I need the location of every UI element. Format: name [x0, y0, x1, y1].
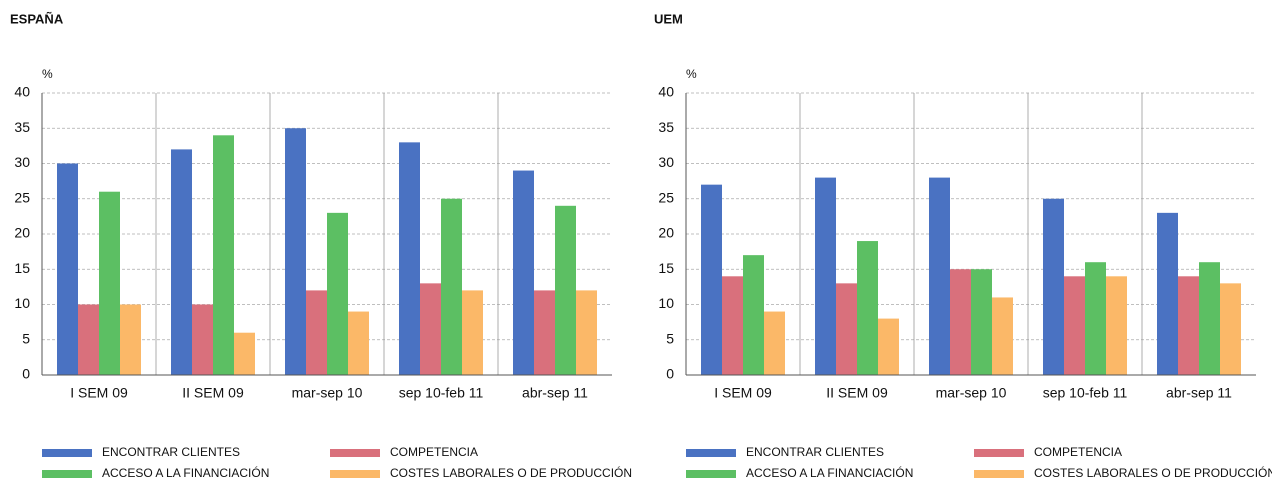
y-tick-label: 35 — [14, 119, 30, 135]
bar — [78, 304, 99, 375]
x-tick-label: sep 10-feb 11 — [1043, 385, 1128, 401]
x-tick-label: I SEM 09 — [714, 385, 772, 401]
bar — [534, 290, 555, 375]
legend-label: COMPETENCIA — [1034, 445, 1122, 459]
bar — [285, 128, 306, 375]
y-tick-label: 5 — [666, 330, 674, 346]
chart-title: ESPAÑA — [10, 11, 64, 26]
legend-label: ACCESO A LA FINANCIACIÓN — [746, 465, 913, 480]
legend-swatch — [974, 449, 1024, 457]
bar — [1199, 262, 1220, 375]
bar — [555, 205, 576, 375]
legend-swatch — [42, 470, 92, 478]
bar — [1085, 262, 1106, 375]
legend-label: COSTES LABORALES O DE PRODUCCIÓN — [390, 465, 632, 480]
x-tick-label: II SEM 09 — [182, 385, 244, 401]
legend-label: COMPETENCIA — [390, 445, 478, 459]
bar — [1157, 212, 1178, 375]
y-tick-label: 35 — [658, 119, 674, 135]
bar — [171, 149, 192, 375]
bar — [99, 191, 120, 375]
bar — [513, 170, 534, 375]
bar — [348, 311, 369, 375]
legend-swatch — [974, 470, 1024, 478]
bar — [992, 297, 1013, 375]
x-tick-label: abr-sep 11 — [1166, 385, 1232, 401]
bar — [1064, 276, 1085, 375]
legend-label: ENCONTRAR CLIENTES — [746, 445, 884, 459]
bar — [836, 283, 857, 375]
bar — [1220, 283, 1241, 375]
legend-swatch — [686, 470, 736, 478]
y-unit: % — [42, 67, 53, 81]
legend-label: ENCONTRAR CLIENTES — [102, 445, 240, 459]
bar — [722, 276, 743, 375]
legend-label: ACCESO A LA FINANCIACIÓN — [102, 465, 269, 480]
y-tick-label: 10 — [658, 295, 674, 311]
y-tick-label: 10 — [14, 295, 30, 311]
bar — [441, 198, 462, 375]
bar — [743, 255, 764, 375]
x-tick-label: abr-sep 11 — [522, 385, 588, 401]
x-tick-label: mar-sep 10 — [936, 385, 1007, 401]
bar — [192, 304, 213, 375]
bar — [764, 311, 785, 375]
bar — [878, 318, 899, 375]
legend-swatch — [686, 449, 736, 457]
bar — [399, 142, 420, 375]
bar — [234, 332, 255, 375]
bar — [462, 290, 483, 375]
legend-swatch — [330, 470, 380, 478]
x-tick-label: sep 10-feb 11 — [399, 385, 484, 401]
x-tick-label: I SEM 09 — [70, 385, 128, 401]
bar — [576, 290, 597, 375]
y-unit: % — [686, 67, 697, 81]
legend-swatch — [42, 449, 92, 457]
legend-swatch — [330, 449, 380, 457]
y-tick-label: 30 — [658, 154, 674, 170]
bar — [57, 163, 78, 375]
bar — [420, 283, 441, 375]
legend-label: COSTES LABORALES O DE PRODUCCIÓN — [1034, 465, 1272, 480]
bar — [701, 184, 722, 375]
y-tick-label: 40 — [658, 84, 674, 100]
y-tick-label: 25 — [658, 189, 674, 205]
bar — [306, 290, 327, 375]
y-tick-label: 40 — [14, 84, 30, 100]
bar — [1106, 276, 1127, 375]
bar — [327, 212, 348, 375]
y-tick-label: 15 — [14, 260, 30, 276]
y-tick-label: 5 — [22, 330, 30, 346]
y-tick-label: 0 — [22, 366, 30, 382]
bar — [120, 304, 141, 375]
bar — [815, 177, 836, 375]
bar — [857, 241, 878, 375]
bar — [929, 177, 950, 375]
y-tick-label: 30 — [14, 154, 30, 170]
x-tick-label: II SEM 09 — [826, 385, 888, 401]
x-tick-label: mar-sep 10 — [292, 385, 363, 401]
bar — [213, 135, 234, 375]
y-tick-label: 20 — [658, 225, 674, 241]
y-tick-label: 20 — [14, 225, 30, 241]
y-tick-label: 15 — [658, 260, 674, 276]
y-tick-label: 0 — [666, 366, 674, 382]
bar — [1178, 276, 1199, 375]
chart-title: UEM — [654, 11, 683, 26]
bar — [971, 269, 992, 375]
bar — [950, 269, 971, 375]
bar — [1043, 198, 1064, 375]
y-tick-label: 25 — [14, 189, 30, 205]
